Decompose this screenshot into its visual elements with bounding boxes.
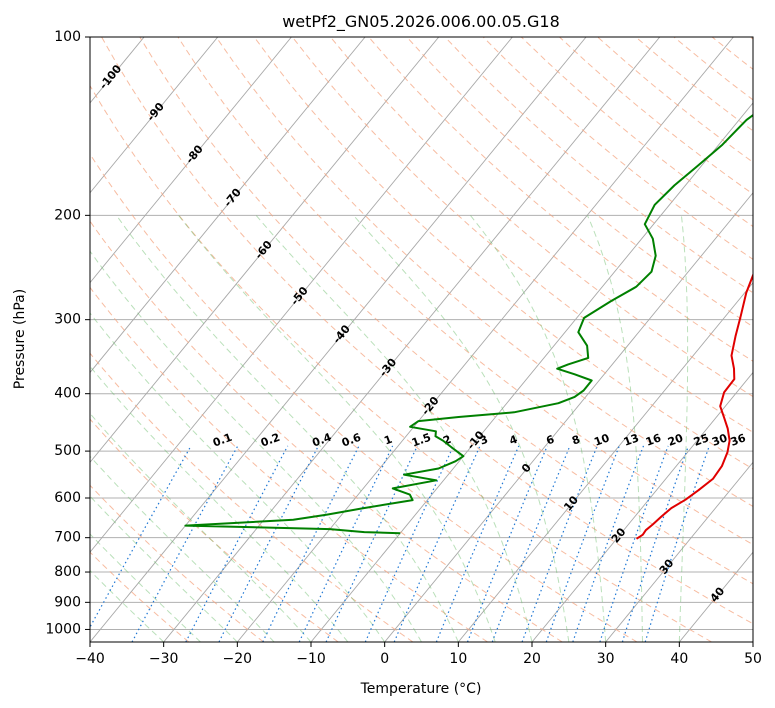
y-tick-label: 400 — [54, 386, 81, 402]
y-tick-label: 700 — [54, 530, 81, 546]
isotherm-line — [457, 281, 753, 642]
moist-adiabat-line — [470, 214, 607, 642]
y-tick-label: 800 — [54, 564, 81, 580]
dry-adiabat-line — [90, 220, 563, 642]
y-tick-label: 600 — [54, 490, 81, 506]
isotherm-line — [310, 102, 753, 642]
profile-lines — [184, 113, 753, 540]
mixing-ratio-line — [491, 445, 571, 642]
moist-adiabat-line — [678, 215, 689, 642]
mixing-ratio-line — [131, 445, 239, 642]
isotherm-line — [90, 37, 366, 374]
isotherm-line — [90, 37, 587, 642]
isotherm-line — [163, 37, 661, 642]
y-tick-label: 500 — [54, 443, 81, 459]
mixing-ratio-line — [298, 445, 394, 642]
chart-title: wetPf2_GN05.2026.006.00.05.G18 — [282, 12, 560, 32]
x-tick-label: −40 — [75, 651, 105, 667]
mixing-ratio-label: 16 — [644, 431, 663, 449]
moist-adiabat-line — [90, 533, 201, 642]
mixing-ratio-labels: 0.1 0.2 0.4 0.6 1 1.5 2 3 4 6 8 10 13 16 20 25 30 36 — [211, 431, 748, 450]
mixing-ratio-line — [466, 445, 548, 642]
isotherm-line — [90, 37, 513, 553]
dry-adiabat-line — [90, 418, 339, 642]
x-axis-ticks: −40 −30 −20 −10 0 10 20 30 40 50 — [75, 642, 762, 667]
moist-adiabat-line — [586, 215, 643, 642]
dry-adiabat-line — [330, 37, 753, 398]
dry-adiabat-line — [90, 286, 488, 642]
moist-adiabat-line — [255, 214, 533, 642]
isotherm-line — [384, 192, 753, 642]
moist-adiabat-line — [178, 214, 496, 642]
mixing-ratio-label: 20 — [666, 431, 685, 449]
isotherm-line — [90, 37, 292, 284]
mixing-ratio-label: 0.4 — [310, 431, 333, 450]
x-tick-label: 50 — [744, 651, 762, 667]
x-tick-label: −20 — [223, 651, 253, 667]
dry-adiabat-line — [90, 484, 264, 642]
mixing-ratio-label: 13 — [622, 431, 641, 448]
y-tick-label: 300 — [54, 312, 81, 328]
mixing-ratio-label: 30 — [710, 431, 729, 449]
mixing-ratio-label: 3 — [478, 433, 490, 448]
plot-frame — [89, 36, 754, 643]
mixing-ratio-label: 2 — [441, 433, 453, 448]
isotherm-line — [236, 37, 734, 642]
mixing-ratio-label: 10 — [592, 431, 611, 449]
dry-adiabat-line — [90, 84, 712, 642]
mixing-ratio-label: 8 — [570, 433, 582, 448]
mixing-ratio-label: 1.5 — [410, 431, 433, 450]
moist-adiabat-line — [90, 312, 386, 642]
x-tick-label: 10 — [449, 651, 467, 667]
y-tick-label: 200 — [54, 207, 81, 223]
moist-adiabat-line — [90, 569, 165, 642]
dry-adiabat-line — [90, 153, 638, 642]
moist-adiabat-line — [90, 365, 349, 642]
mixing-ratio-line — [435, 445, 520, 642]
moist-adiabat-line — [90, 412, 312, 642]
isotherm-line — [90, 37, 440, 464]
y-tick-label: 900 — [54, 594, 81, 610]
isotherm-line — [605, 461, 753, 642]
mixing-ratio-label: 4 — [508, 433, 520, 448]
dry-adiabat-line — [292, 37, 753, 433]
y-axis-ticks: 100 200 300 400 500 600 700 800 900 1000 — [45, 29, 90, 637]
moist-adiabat-line — [115, 215, 459, 642]
dry-adiabat-line — [177, 37, 753, 546]
temperature-profile-line — [635, 272, 753, 540]
dry-adiabat-line — [215, 37, 753, 507]
mixing-ratio-label: 6 — [544, 433, 556, 448]
dewpoint-profile-line — [184, 113, 753, 535]
x-tick-label: 20 — [523, 651, 541, 667]
x-tick-label: −30 — [149, 651, 179, 667]
x-axis-label: Temperature (°C) — [360, 681, 482, 697]
moist-adiabat-line — [90, 495, 238, 642]
x-tick-label: 30 — [597, 651, 615, 667]
plot-area — [90, 37, 753, 642]
dry-adiabat-line — [90, 352, 414, 642]
y-tick-label: 100 — [54, 29, 81, 45]
mixing-ratio-line — [325, 445, 418, 642]
mixing-ratio-line — [393, 445, 481, 642]
moist-adiabat-line — [90, 250, 422, 642]
mixing-ratio-label: 0.6 — [340, 431, 363, 450]
mixing-ratio-label: 0.2 — [259, 431, 282, 450]
x-tick-label: 0 — [380, 651, 389, 667]
mixing-ratio-line — [644, 445, 710, 642]
mixing-ratio-line — [90, 445, 192, 629]
mixing-ratio-label: 25 — [692, 431, 711, 448]
y-tick-label: 1000 — [45, 621, 81, 637]
dry-adiabat-line — [253, 37, 753, 470]
x-tick-label: −10 — [296, 651, 326, 667]
dry-adiabat-line — [90, 551, 190, 642]
mixing-ratio-label: 0.1 — [211, 431, 234, 450]
x-tick-label: 40 — [670, 651, 688, 667]
background-lines — [90, 37, 753, 642]
mixing-ratio-label: 36 — [729, 431, 748, 449]
isotherm-line — [90, 37, 219, 194]
isotherm-line — [531, 371, 753, 642]
y-axis-label: Pressure (hPa) — [12, 289, 28, 389]
mixing-ratio-label: 1 — [382, 433, 394, 448]
